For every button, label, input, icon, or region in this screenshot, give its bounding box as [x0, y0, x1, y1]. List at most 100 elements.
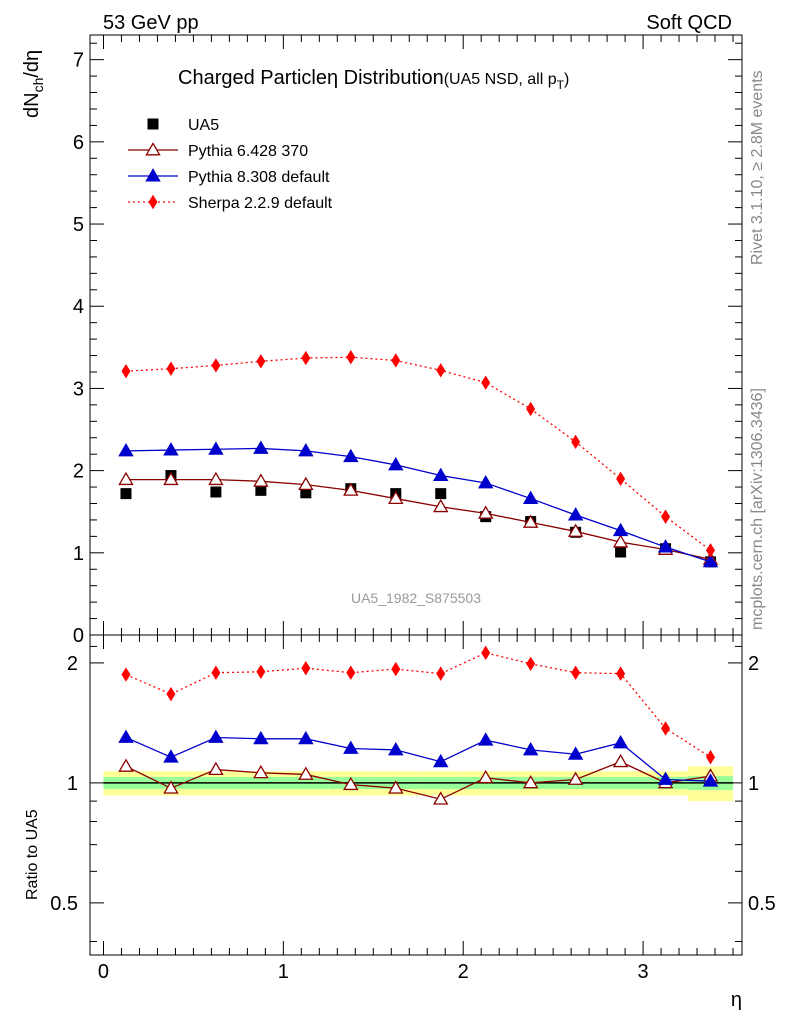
ratio-ytick-label: 2: [67, 653, 78, 675]
marker-diamond: [211, 358, 221, 373]
marker-triangle: [477, 732, 494, 746]
ratio-line: [125, 736, 711, 782]
marker-diamond: [706, 543, 716, 558]
marker-triangle: [343, 448, 359, 463]
xtick-label: 1: [278, 961, 289, 983]
marker-triangle: [343, 482, 359, 496]
marker-diamond: [346, 665, 356, 680]
title-eta: η: [327, 67, 338, 89]
marker-triangle: [433, 791, 449, 805]
header-right: Soft QCD: [646, 12, 732, 34]
marker-triangle: [163, 471, 179, 486]
marker-triangle: [343, 776, 359, 791]
ratio-ylabel: Ratio to UA5: [24, 809, 41, 900]
marker-triangle: [477, 475, 494, 489]
marker-triangle: [208, 471, 224, 486]
marker-triangle: [522, 490, 539, 505]
marker-triangle: [433, 753, 449, 768]
marker-triangle: [298, 442, 314, 457]
marker-triangle: [612, 534, 629, 548]
marker-diamond: [571, 665, 581, 680]
marker-diamond: [436, 666, 446, 681]
top-ylabel-a: dN: [21, 92, 43, 118]
marker-triangle: [298, 730, 314, 745]
marker-diamond: [391, 661, 401, 677]
marker-triangle: [612, 522, 629, 537]
top-ylabel-sub: ch: [30, 78, 46, 93]
ratio-ytick-label: 1: [67, 773, 78, 795]
marker-square: [210, 486, 222, 498]
marker-diamond: [391, 353, 401, 368]
legend-label: Sherpa 2.2.9 default: [188, 195, 333, 212]
marker-triangle: [163, 780, 179, 794]
marker-diamond: [166, 686, 176, 702]
marker-diamond: [526, 401, 536, 417]
ratio-ytick-label-right: 1: [748, 773, 759, 795]
xtick-label: 0: [98, 961, 109, 983]
marker-triangle: [522, 742, 539, 756]
axes: 0 1 2 3 4 5 6 7 0.5 0.5 1 1 2 2 0 1 2 3: [50, 34, 776, 983]
marker-triangle: [702, 553, 719, 568]
marker-triangle: [388, 780, 404, 794]
xtick-label: 2: [458, 961, 469, 983]
top-ytick-label: 4: [73, 296, 84, 318]
series-line: [125, 479, 711, 561]
marker-diamond: [481, 645, 491, 661]
marker-triangle: [208, 761, 224, 776]
marker-triangle: [163, 442, 179, 456]
marker-diamond: [616, 471, 626, 487]
marker-diamond: [616, 666, 626, 681]
top-ylabel: dNch/dη: [21, 50, 46, 118]
chart-title: Charged Particleη Distribution(UA5 NSD, …: [178, 67, 569, 92]
marker-diamond: [166, 361, 176, 376]
ratio-ytick-label-right: 2: [748, 653, 759, 675]
marker-triangle: [298, 766, 314, 780]
ratio-ytick-label: 0.5: [50, 893, 78, 915]
marker-diamond: [661, 509, 671, 524]
title-sub-idx: T: [557, 78, 565, 92]
ratio-line: [125, 652, 711, 758]
x-axis-label: η: [731, 989, 742, 1011]
marker-triangle: [145, 168, 161, 182]
marker-diamond: [436, 363, 446, 378]
marker-triangle: [657, 539, 674, 553]
rivet-label: Rivet 3.1.10, ≥ 2.8M events: [749, 70, 766, 265]
top-ytick-label: 0: [73, 625, 84, 647]
marker-triangle: [118, 471, 134, 486]
marker-triangle: [433, 467, 449, 481]
marker-triangle: [253, 730, 269, 745]
marker-triangle: [298, 476, 314, 491]
marker-triangle: [477, 505, 494, 519]
title-main: Charged Particle: [178, 67, 327, 89]
marker-diamond: [121, 667, 131, 682]
legend: UA5 Pythia 6.428 370 Pythia 8.308 default S…: [128, 117, 333, 212]
marker-diamond: [661, 721, 671, 736]
marker-diamond: [211, 665, 221, 680]
marker-square: [435, 488, 447, 500]
marker-diamond: [148, 194, 158, 210]
top-ytick-label: 7: [73, 50, 84, 72]
series-line: [125, 447, 711, 563]
marker-diamond: [301, 660, 311, 676]
ratio-ytick-label-right: 0.5: [748, 893, 776, 915]
title-sub: (UA5 NSD, all p: [444, 71, 557, 88]
series-layer: [118, 349, 719, 805]
marker-triangle: [657, 771, 674, 785]
marker-triangle: [433, 498, 449, 513]
marker-diamond: [481, 375, 491, 390]
marker-triangle: [118, 729, 134, 743]
marker-diamond: [346, 349, 356, 365]
marker-triangle: [388, 456, 404, 471]
marker-triangle: [522, 514, 539, 528]
marker-triangle: [118, 758, 134, 772]
series-1: [118, 471, 719, 805]
marker-triangle: [208, 729, 224, 743]
marker-triangle: [163, 749, 179, 763]
series-2: [118, 440, 719, 787]
marker-triangle: [522, 774, 539, 789]
marker-square: [120, 488, 132, 500]
marker-triangle: [253, 440, 269, 454]
marker-triangle: [253, 473, 269, 487]
legend-label: Pythia 6.428 370: [188, 143, 308, 160]
